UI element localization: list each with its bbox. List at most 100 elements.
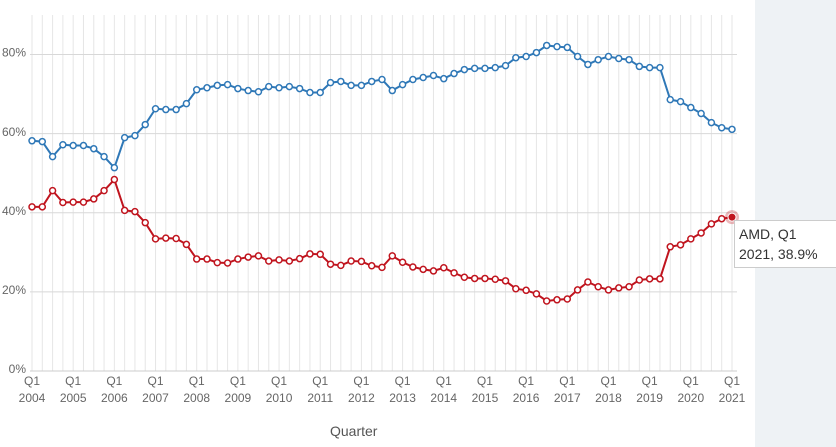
point — [151, 235, 160, 243]
point — [295, 254, 304, 263]
point — [573, 52, 582, 61]
point — [501, 61, 510, 70]
point — [398, 258, 407, 266]
point — [470, 274, 479, 283]
point — [100, 152, 108, 161]
point — [491, 63, 499, 72]
x-tick-label: Q1 2008 — [183, 374, 211, 405]
point — [460, 65, 469, 74]
point — [522, 52, 530, 61]
point — [172, 105, 180, 114]
y-tick-label: 20% — [2, 283, 26, 297]
point — [645, 275, 654, 283]
point — [594, 282, 602, 291]
tooltip: AMD, Q1 2021, 38.9% — [734, 220, 836, 268]
point — [666, 243, 674, 251]
point — [337, 77, 345, 86]
point — [594, 55, 602, 64]
point — [295, 84, 304, 93]
point — [676, 241, 685, 249]
point — [419, 73, 427, 82]
point — [512, 53, 520, 62]
point — [615, 284, 623, 292]
point — [151, 104, 160, 113]
point — [553, 42, 561, 51]
point — [203, 84, 211, 92]
point — [203, 255, 211, 263]
point — [656, 275, 664, 283]
point — [542, 297, 551, 305]
point — [656, 63, 664, 72]
x-tick-label: Q1 2010 — [265, 374, 293, 405]
point — [666, 95, 674, 104]
x-tick-label: Q1 2019 — [636, 374, 663, 405]
point — [409, 263, 417, 271]
point — [378, 263, 386, 272]
point — [604, 52, 613, 61]
point — [563, 295, 572, 303]
point — [604, 286, 613, 294]
point — [223, 259, 232, 267]
point — [162, 234, 170, 242]
point — [28, 137, 36, 145]
point — [38, 137, 47, 146]
point — [450, 269, 458, 277]
x-axis-title: Quarter — [330, 423, 378, 439]
point — [223, 80, 232, 89]
x-tick-label: Q1 2004 — [18, 374, 46, 405]
x-tick-label: Q1 2005 — [59, 374, 87, 405]
point — [265, 82, 273, 91]
point — [79, 141, 88, 150]
point — [625, 55, 633, 64]
point — [213, 81, 222, 90]
point — [522, 286, 530, 295]
x-tick-label: Q1 2012 — [348, 374, 375, 405]
point — [347, 257, 355, 265]
point — [131, 131, 139, 140]
point — [635, 62, 644, 71]
point — [388, 86, 397, 95]
point — [419, 265, 427, 274]
point — [367, 77, 376, 86]
point — [141, 218, 149, 227]
point — [285, 82, 294, 91]
point — [584, 278, 592, 286]
point — [645, 63, 654, 72]
point — [326, 260, 335, 268]
point — [707, 220, 716, 228]
point — [337, 261, 345, 270]
point — [182, 240, 191, 249]
y-tick-label: 80% — [2, 46, 26, 60]
point — [584, 60, 592, 69]
point — [275, 84, 283, 92]
point — [481, 64, 489, 73]
point — [429, 267, 438, 275]
point — [635, 276, 644, 284]
x-tick-label: Q1 2013 — [389, 374, 416, 405]
point — [120, 133, 129, 142]
hover-point — [727, 212, 737, 222]
point — [347, 81, 355, 90]
point — [234, 84, 242, 93]
point — [162, 105, 170, 114]
point — [265, 257, 273, 265]
point — [254, 87, 263, 96]
x-tick-label: Q1 2011 — [307, 374, 334, 405]
y-tick-label: 0% — [9, 362, 27, 376]
point — [532, 290, 541, 298]
point — [79, 198, 88, 206]
x-tick-label: Q1 2021 — [718, 374, 746, 405]
point — [326, 78, 335, 87]
point — [48, 186, 57, 195]
point — [244, 253, 252, 261]
point — [306, 250, 314, 258]
point — [357, 81, 366, 90]
point — [697, 109, 705, 118]
point — [512, 284, 520, 293]
point — [213, 258, 222, 267]
x-tick-label: Q1 2020 — [677, 374, 705, 405]
point — [100, 186, 108, 195]
point — [398, 80, 407, 89]
point — [429, 71, 438, 80]
